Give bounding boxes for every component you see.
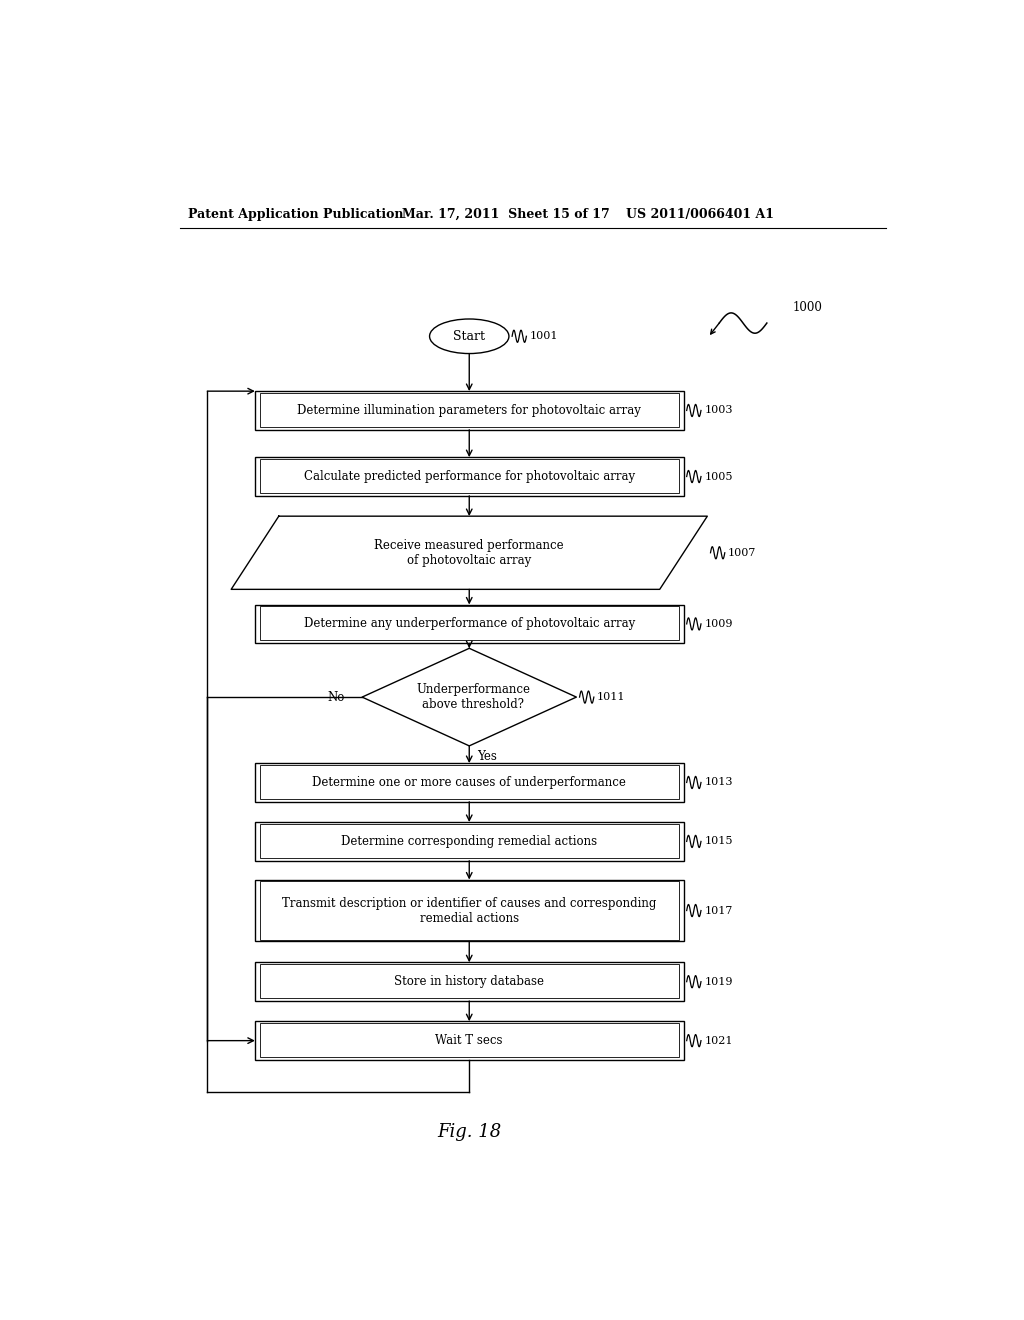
Polygon shape xyxy=(231,516,708,589)
Text: 1005: 1005 xyxy=(705,471,732,482)
Text: 1011: 1011 xyxy=(597,692,626,702)
Bar xyxy=(260,1023,679,1057)
Bar xyxy=(255,605,684,643)
Text: 1009: 1009 xyxy=(705,619,732,628)
Text: 1021: 1021 xyxy=(705,1036,732,1045)
Text: Determine any underperformance of photovoltaic array: Determine any underperformance of photov… xyxy=(304,618,635,631)
Text: US 2011/0066401 A1: US 2011/0066401 A1 xyxy=(627,207,774,220)
Text: 1019: 1019 xyxy=(705,977,732,986)
Text: Determine one or more causes of underperformance: Determine one or more causes of underper… xyxy=(312,776,627,789)
Text: 1013: 1013 xyxy=(705,777,732,788)
Bar xyxy=(260,882,679,940)
Text: Fig. 18: Fig. 18 xyxy=(437,1123,502,1140)
Text: Receive measured performance
of photovoltaic array: Receive measured performance of photovol… xyxy=(375,539,564,566)
Text: Start: Start xyxy=(454,330,485,343)
Bar xyxy=(255,822,684,861)
Bar xyxy=(255,879,684,941)
Text: Determine corresponding remedial actions: Determine corresponding remedial actions xyxy=(341,836,597,847)
Text: Wait T secs: Wait T secs xyxy=(435,1034,503,1047)
Text: Mar. 17, 2011  Sheet 15 of 17: Mar. 17, 2011 Sheet 15 of 17 xyxy=(401,207,609,220)
Text: 1017: 1017 xyxy=(705,906,732,916)
Text: Transmit description or identifier of causes and corresponding
remedial actions: Transmit description or identifier of ca… xyxy=(282,896,656,924)
Bar xyxy=(260,964,679,998)
Text: Determine illumination parameters for photovoltaic array: Determine illumination parameters for ph… xyxy=(297,404,641,417)
Bar xyxy=(255,391,684,430)
Text: No: No xyxy=(328,690,345,704)
Bar xyxy=(255,763,684,801)
Text: 1007: 1007 xyxy=(728,548,757,558)
Bar xyxy=(260,824,679,858)
Bar xyxy=(260,393,679,426)
Text: 1015: 1015 xyxy=(705,837,732,846)
Bar xyxy=(260,766,679,799)
Bar xyxy=(255,962,684,1001)
Text: Yes: Yes xyxy=(477,750,497,763)
Text: Calculate predicted performance for photovoltaic array: Calculate predicted performance for phot… xyxy=(304,470,635,483)
Bar xyxy=(260,606,679,640)
Bar xyxy=(255,1022,684,1060)
Text: Patent Application Publication: Patent Application Publication xyxy=(187,207,403,220)
Text: 1001: 1001 xyxy=(529,331,558,342)
Bar xyxy=(255,457,684,496)
Text: 1003: 1003 xyxy=(705,405,732,416)
Bar xyxy=(260,459,679,492)
Text: Store in history database: Store in history database xyxy=(394,975,544,989)
Ellipse shape xyxy=(430,319,509,354)
Polygon shape xyxy=(362,648,577,746)
Text: Underperformance
above threshold?: Underperformance above threshold? xyxy=(416,682,530,711)
Text: 1000: 1000 xyxy=(793,301,823,314)
